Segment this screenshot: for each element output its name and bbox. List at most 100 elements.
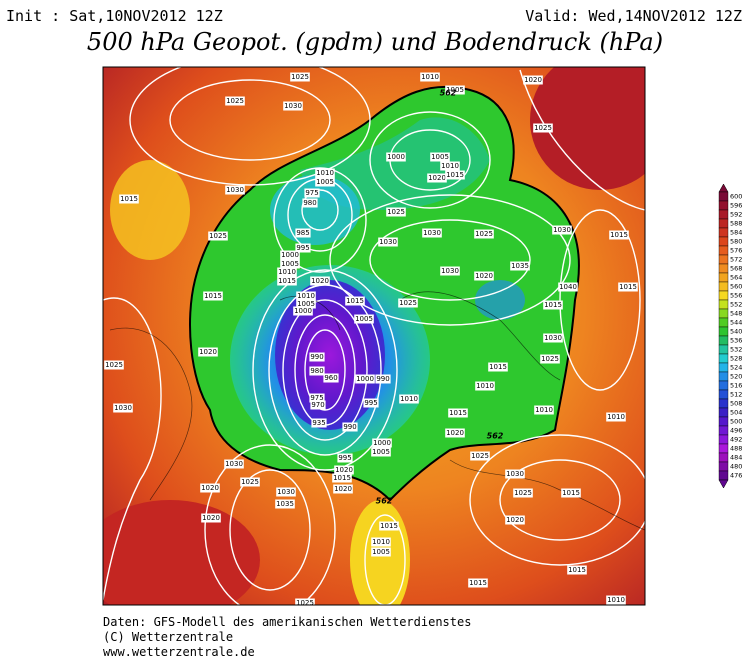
contour-label-box [276,487,296,497]
contour-label: 1005 [355,315,373,323]
contour-label-box [302,198,318,208]
contour-label-box [296,291,316,301]
contour-label-box [371,537,391,547]
contour-label: 1015 [346,297,364,305]
colorbar-label: 540 [730,328,742,336]
contour-label-box [203,291,223,301]
contour-label: 1020 [475,272,493,280]
contour-label: 1030 [423,229,441,237]
colorbar-label: 576 [730,247,742,255]
colorbar-label: 484 [730,454,742,462]
contour-label: 1030 [225,460,243,468]
contour-label: 1015 [449,409,467,417]
contour-label-box [225,96,245,106]
height-label: 562 [376,497,393,506]
contour-label-box [198,347,218,357]
colorbar-label: 512 [730,391,742,399]
colorbar-swatch [718,209,729,220]
contour-label: 1025 [291,73,309,81]
contour-label: 1030 [544,334,562,342]
contour-label: 1025 [541,355,559,363]
colorbar-label: 588 [730,220,742,228]
contour-label-box [309,352,325,362]
height-label: 562 [487,432,504,441]
contour-label: 1010 [476,382,494,390]
valid-time: Valid: Wed,14NOV2012 12Z [525,7,742,25]
contour-label-box [225,185,245,195]
contour-label: 960 [324,374,337,382]
colorbar: 6005965925885845805765725685645605565525… [718,183,742,489]
map-title: 500 hPa Geopot. (gpdm) und Bodendruck (h… [87,28,663,56]
contour-label-box [609,230,629,240]
colorbar-swatch [718,326,729,337]
contour-label-box [337,453,353,463]
contour-label: 1020 [428,174,446,182]
contour-label: 1015 [619,283,637,291]
contour-label-box [440,161,460,171]
colorbar-label: 520 [730,373,742,381]
contour-label: 985 [296,229,309,237]
contour-label-box [533,123,553,133]
map-area: 1025 1010 1020 1005 1025 1030 1025 1000 1005 1010… [103,67,645,605]
contour-label-box [355,374,375,384]
colorbar-label: 492 [730,436,742,444]
contour-label-box [540,354,560,364]
contour-label: 1025 [209,232,227,240]
contour-label: 1015 [204,292,222,300]
colorbar-label: 536 [730,337,742,345]
contour-label-box [505,469,525,479]
contour-label: 975 [310,394,323,402]
warm-area [530,67,645,190]
contour-label: 1010 [607,413,625,421]
contour-label-box [240,477,260,487]
contour-label: 980 [303,199,316,207]
contour-label-box [561,488,581,498]
contour-label: 1020 [524,76,542,84]
contour-label-box [420,72,440,82]
contour-label: 1015 [489,363,507,371]
contour-label: 1010 [535,406,553,414]
contour-label: 1020 [311,277,329,285]
contour-label: 980 [310,367,323,375]
contour-label-box [201,513,221,523]
contour-label-box [375,374,391,384]
contour-label: 1025 [241,478,259,486]
colorbar-swatch [718,299,729,310]
contour-label: 990 [343,423,356,431]
contour-label-box [315,168,335,178]
contour-label-box [345,296,365,306]
colorbar-label: 476 [730,472,742,480]
contour-label-box [315,177,335,187]
colorbar-label: 488 [730,445,742,453]
contour-label: 1030 [114,404,132,412]
contour-label: 1025 [534,124,552,132]
contour-label: 1035 [276,500,294,508]
contour-label: 1015 [610,231,628,239]
trough-area [475,280,525,320]
colorbar-label: 504 [730,409,742,417]
contour-label: 1025 [387,208,405,216]
contour-label-box [448,408,468,418]
contour-label-box [445,85,465,95]
contour-label-box [363,398,379,408]
colorbar-label: 556 [730,292,742,300]
footer-line: www.wetterzentrale.de [103,645,255,659]
contour-label: 1015 [446,171,464,179]
contour-label-box [275,499,295,509]
contour-label: 1010 [297,292,315,300]
contour-label: 1030 [441,267,459,275]
contour-label: 1000 [294,307,312,315]
contour-label: 995 [364,399,377,407]
colorbar-label: 524 [730,364,742,372]
colorbar-label: 500 [730,418,742,426]
contour-label-box [280,250,300,260]
contour-label-box [113,403,133,413]
contour-label: 935 [312,419,325,427]
contour-label-box [474,271,494,281]
contour-label-box [399,394,419,404]
contour-label-box [475,381,495,391]
contour-label-box [334,465,354,475]
colorbar-swatch [718,443,729,454]
contour-label: 1025 [105,361,123,369]
contour-label: 1005 [281,260,299,268]
